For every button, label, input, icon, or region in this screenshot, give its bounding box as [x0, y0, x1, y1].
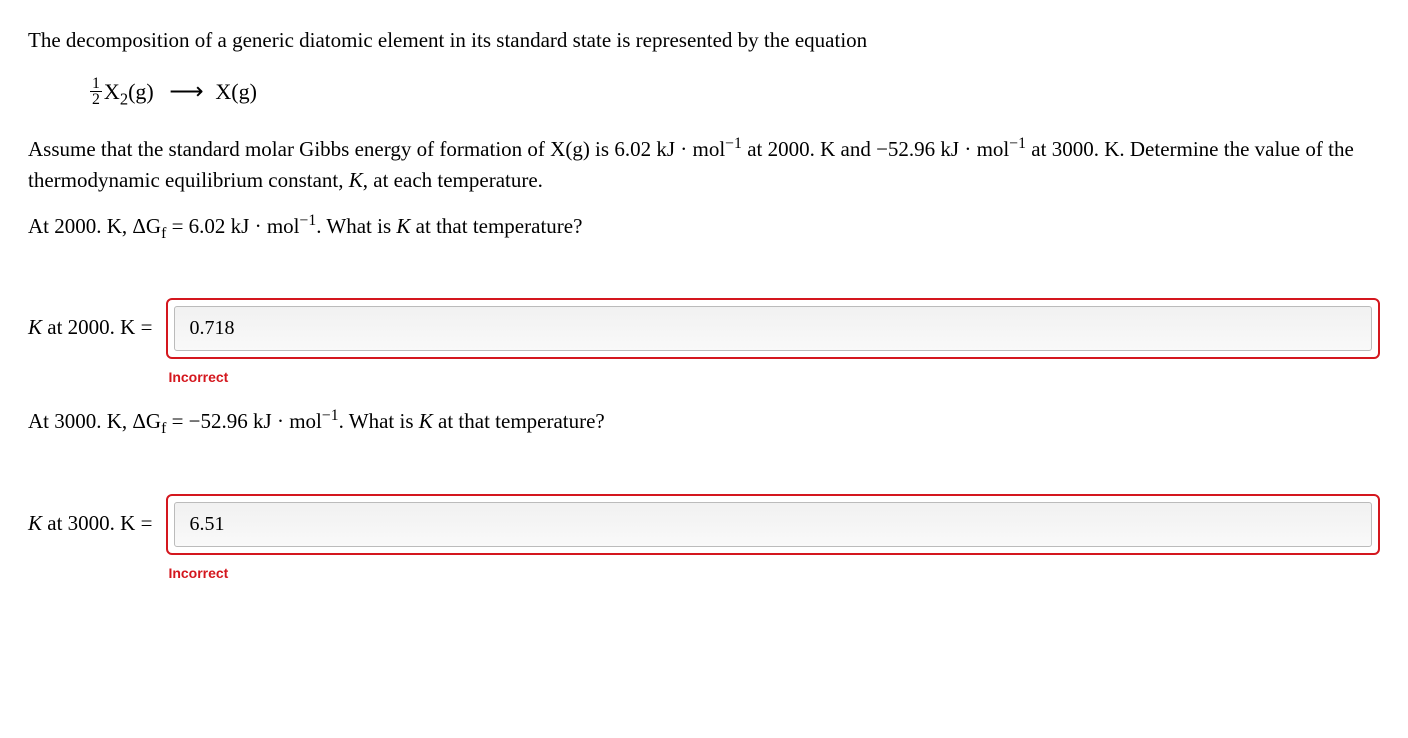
answer-row-2: K at 3000. K = Incorrect	[28, 494, 1380, 584]
problem-context: Assume that the standard molar Gibbs ene…	[28, 134, 1380, 197]
reaction-equation: 1 2 X2(g) ⟶ X(g)	[90, 75, 1380, 112]
answer-input-2[interactable]	[174, 502, 1372, 547]
answer-field-wrap-1	[166, 298, 1380, 359]
answer-row-1: K at 2000. K = Incorrect	[28, 298, 1380, 388]
fraction-one-half: 1 2	[90, 76, 102, 107]
answer-label-2: K at 3000. K =	[28, 494, 152, 540]
answer-field-wrap-2	[166, 494, 1380, 555]
question-2-prompt: At 3000. K, ΔGf = −52.96 kJ · mol−1. Wha…	[28, 406, 1380, 438]
problem-intro: The decomposition of a generic diatomic …	[28, 25, 1380, 57]
answer-label-1: K at 2000. K =	[28, 298, 152, 344]
feedback-2: Incorrect	[168, 563, 1380, 584]
answer-input-1[interactable]	[174, 306, 1372, 351]
arrow-icon: ⟶	[169, 74, 204, 110]
feedback-1: Incorrect	[168, 367, 1380, 388]
question-1-prompt: At 2000. K, ΔGf = 6.02 kJ · mol−1. What …	[28, 211, 1380, 243]
